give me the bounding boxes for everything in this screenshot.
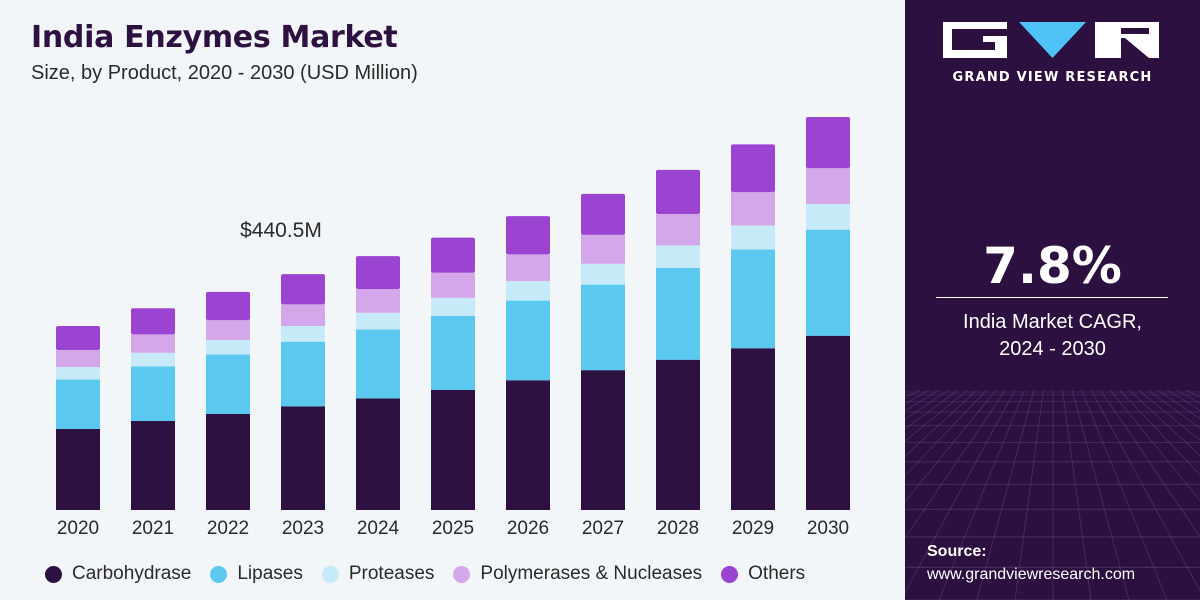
bar-2020-polymerases-nucleases <box>56 350 100 368</box>
bar-2026-polymerases-nucleases <box>506 254 550 282</box>
bar-2030-polymerases-nucleases <box>806 168 850 204</box>
chart-panel: India Enzymes Market Size, by Product, 2… <box>0 0 905 600</box>
legend-item: Proteases <box>321 563 435 585</box>
cagr-label-line2: 2024 - 2030 <box>999 338 1106 360</box>
legend-swatch <box>453 565 471 583</box>
chart-legend: Carbohydrase Lipases Proteases Polymerases … <box>45 563 824 585</box>
x-tick-label: 2026 <box>507 518 549 539</box>
bar-2022-carbohydrase <box>206 414 250 510</box>
bar-2020-proteases <box>56 367 100 380</box>
x-tick-label: 2020 <box>57 518 99 539</box>
value-annotation: $440.5M <box>240 219 322 242</box>
bar-2030-others <box>806 116 850 169</box>
bar-2024-carbohydrase <box>356 398 400 510</box>
bar-2028-carbohydrase <box>656 359 700 510</box>
bar-2027-others <box>581 193 625 235</box>
x-tick-label: 2024 <box>357 518 400 539</box>
bar-2023-lipases <box>281 341 325 407</box>
chart-title: India Enzymes Market <box>31 20 398 55</box>
bar-2027-proteases <box>581 263 625 285</box>
legend-swatch <box>721 565 739 583</box>
x-tick-label: 2030 <box>807 518 849 539</box>
bar-2021-others <box>131 308 175 335</box>
bar-2025-proteases <box>431 297 475 316</box>
bar-2026-carbohydrase <box>506 380 550 510</box>
bar-2024-proteases <box>356 312 400 330</box>
legend-item: Polymerases & Nucleases <box>453 563 702 585</box>
bar-2025-others <box>431 237 475 273</box>
bar-2030-proteases <box>806 203 850 230</box>
bar-2028-polymerases-nucleases <box>656 214 700 246</box>
legend-label: Lipases <box>237 563 303 584</box>
legend-item: Others <box>721 563 805 585</box>
legend-swatch <box>321 565 339 583</box>
bar-2029-lipases <box>731 249 775 349</box>
cagr-label-line1: India Market CAGR, <box>963 311 1142 333</box>
x-tick-label: 2028 <box>657 518 699 539</box>
bar-2021-carbohydrase <box>131 420 175 510</box>
stacked-bar-chart: 2020 2021 2022 2023 2024 2025 2026 2027 2028 2029… <box>56 116 850 539</box>
bar-2025-carbohydrase <box>431 390 475 510</box>
bar-2024-lipases <box>356 329 400 399</box>
bar-2030-lipases <box>806 229 850 336</box>
chart-subtitle: Size, by Product, 2020 - 2030 (USD Milli… <box>31 62 418 84</box>
cagr-label: India Market CAGR, 2024 - 2030 <box>905 309 1200 363</box>
legend-label: Polymerases & Nucleases <box>480 563 703 584</box>
bar-2027-carbohydrase <box>581 370 625 510</box>
bar-2022-polymerases-nucleases <box>206 320 250 340</box>
x-tick-label: 2029 <box>732 518 774 539</box>
bar-2029-carbohydrase <box>731 348 775 510</box>
bar-2023-proteases <box>281 326 325 342</box>
legend-swatch <box>210 565 228 583</box>
legend-swatch <box>45 565 62 583</box>
x-tick-label: 2025 <box>432 518 474 539</box>
bar-2023-carbohydrase <box>281 406 325 510</box>
bar-2026-others <box>506 216 550 255</box>
bar-2020-others <box>56 326 100 350</box>
bar-2030-carbohydrase <box>806 335 850 510</box>
bar-2029-proteases <box>731 225 775 250</box>
bar-2027-polymerases-nucleases <box>581 234 625 264</box>
bar-2020-lipases <box>56 379 100 429</box>
legend-label: Others <box>748 563 806 584</box>
bar-2027-lipases <box>581 284 625 371</box>
cagr-value: 7.8% <box>983 237 1122 295</box>
bar-2025-lipases <box>431 315 475 390</box>
source-link[interactable]: www.grandviewresearch.com <box>927 566 1136 583</box>
bar-2022-proteases <box>206 339 250 355</box>
bar-2021-polymerases-nucleases <box>131 334 175 353</box>
bar-2021-lipases <box>131 366 175 421</box>
legend-item: Lipases <box>210 563 303 585</box>
legend-label: Proteases <box>348 563 435 584</box>
bar-2025-polymerases-nucleases <box>431 272 475 298</box>
bar-2028-proteases <box>656 245 700 268</box>
bar-2028-others <box>656 169 700 214</box>
grid-floor-decoration <box>905 389 1200 600</box>
bar-2024-others <box>356 256 400 290</box>
legend-label: Carbohydrase <box>72 563 192 584</box>
bar-2029-others <box>731 144 775 193</box>
x-tick-label: 2022 <box>207 518 249 539</box>
bar-2021-proteases <box>131 352 175 367</box>
bar-2020-carbohydrase <box>56 428 100 510</box>
source-title: Source: <box>927 543 987 560</box>
bar-2026-lipases <box>506 300 550 381</box>
bar-2024-polymerases-nucleases <box>356 289 400 313</box>
bar-2022-lipases <box>206 354 250 414</box>
bar-2023-others <box>281 274 325 305</box>
side-panel: GRAND VIEW RESEARCH 7.8% India Market CA… <box>905 0 1200 600</box>
bar-2026-proteases <box>506 281 550 301</box>
bar-2029-polymerases-nucleases <box>731 192 775 226</box>
gvr-logo-icon <box>943 22 1159 58</box>
bar-2028-lipases <box>656 267 700 360</box>
bar-2022-others <box>206 291 250 321</box>
cagr-divider <box>936 297 1168 298</box>
bar-2023-polymerases-nucleases <box>281 304 325 326</box>
x-tick-label: 2027 <box>582 518 624 539</box>
brand-name: GRAND VIEW RESEARCH <box>952 70 1153 85</box>
x-tick-label: 2023 <box>282 518 324 539</box>
x-tick-label: 2021 <box>132 518 174 539</box>
legend-item: Carbohydrase <box>45 563 191 585</box>
